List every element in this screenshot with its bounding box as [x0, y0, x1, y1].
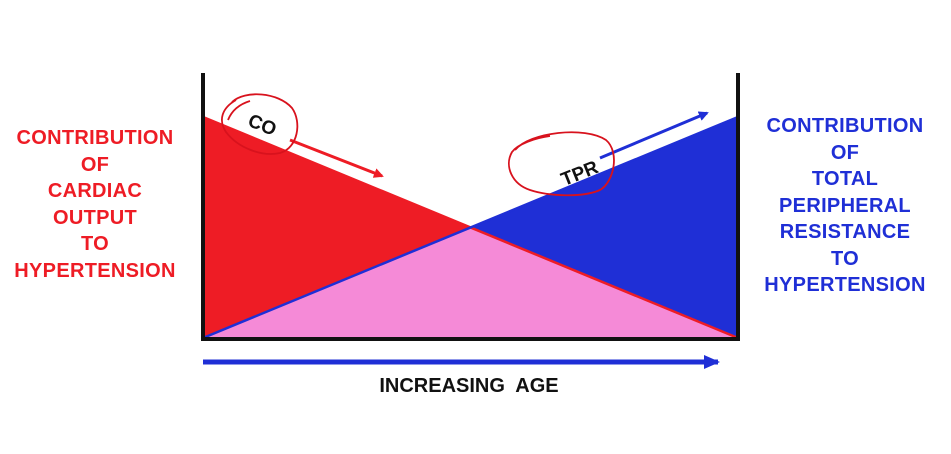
right-label-line: TO — [830, 247, 859, 270]
right-label-line: TOTAL — [811, 168, 879, 190]
tpr-rise-line — [202, 115, 739, 340]
right-label: CONTRIBUTION OF TOTAL PERIPHERAL RESISTA… — [745, 113, 945, 299]
right-label-line: HYPERTENSION — [764, 274, 926, 296]
tpr-annotation-circle — [508, 131, 615, 197]
left-label-line: TO — [80, 233, 109, 255]
right-label-line: RESISTANCE — [779, 221, 911, 243]
left-label-line: OUTPUT — [52, 206, 138, 229]
right-label-line: PERIPHERAL — [779, 194, 911, 217]
right-label-line: CONTRIBUTION — [766, 115, 924, 137]
right-label-line: OF — [830, 141, 860, 164]
left-label-line: HYPERTENSION — [14, 259, 176, 282]
left-label: CONTRIBUTION OF CARDIAC OUTPUT TO HYPERT… — [0, 125, 190, 284]
left-label-line: OF — [80, 153, 110, 176]
blue-region — [470, 117, 738, 338]
tpr-trend-arrow — [599, 111, 709, 160]
red-region — [203, 117, 470, 338]
co-annotation-circle — [221, 93, 299, 155]
pink-region — [203, 228, 738, 338]
x-axis-label: INCREASING AGE — [379, 375, 558, 397]
left-label-line: CARDIAC — [47, 180, 143, 202]
left-label-line: CONTRIBUTION — [16, 127, 174, 149]
co-trend-arrow — [289, 138, 384, 178]
